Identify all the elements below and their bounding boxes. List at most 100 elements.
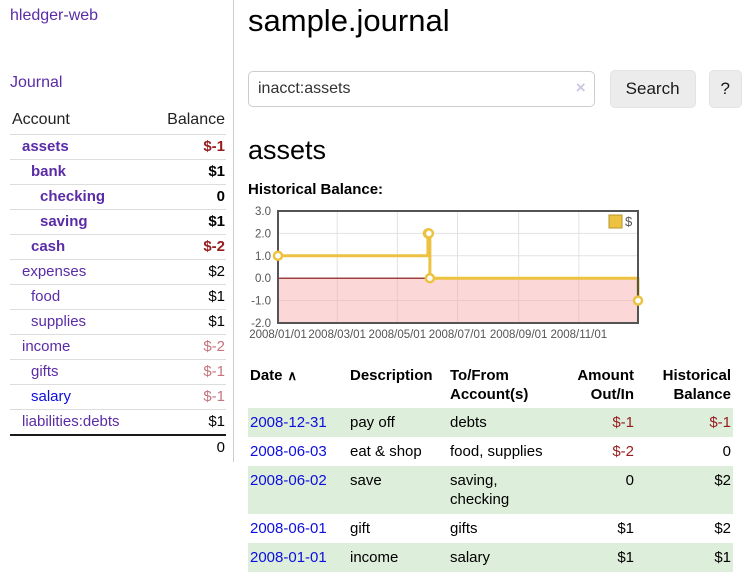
account-balance: $1 bbox=[148, 284, 226, 310]
transaction-amount: $1 bbox=[617, 520, 634, 537]
account-balance: $-2 bbox=[148, 334, 226, 360]
account-link[interactable]: food bbox=[31, 288, 61, 305]
account-row: income $-2 bbox=[10, 334, 226, 360]
accounts-header-balance: Balance bbox=[167, 111, 225, 128]
transaction-balance: 0 bbox=[722, 443, 731, 460]
transaction-date-link[interactable]: 2008-06-01 bbox=[250, 520, 327, 537]
search-input[interactable] bbox=[248, 71, 595, 107]
transaction-balance: $2 bbox=[714, 472, 731, 489]
transaction-row: 2008-01-01 income salary $1 $1 bbox=[248, 543, 733, 572]
transaction-description: eat & shop bbox=[350, 443, 422, 460]
clear-search-icon[interactable]: × bbox=[575, 78, 586, 97]
transaction-amount: $-1 bbox=[612, 414, 634, 431]
help-button[interactable]: ? bbox=[708, 70, 742, 108]
account-row: gifts $-1 bbox=[10, 359, 226, 385]
transaction-balance: $-1 bbox=[709, 414, 731, 431]
transaction-description: gift bbox=[350, 520, 371, 537]
accounts-header-account: Account bbox=[12, 111, 70, 128]
account-link[interactable]: checking bbox=[40, 188, 106, 205]
journal-link[interactable]: Journal bbox=[10, 74, 63, 91]
accounts-total-balance: 0 bbox=[148, 434, 226, 460]
account-link[interactable]: expenses bbox=[22, 263, 87, 280]
account-row: saving $1 bbox=[10, 209, 226, 235]
transaction-accounts: gifts bbox=[450, 520, 478, 537]
svg-text:-2.0: -2.0 bbox=[251, 318, 271, 330]
main-content: sample.journal × Search ? assets Histori… bbox=[248, 0, 742, 572]
account-balance: $1 bbox=[148, 209, 226, 235]
transaction-amount: 0 bbox=[625, 472, 634, 489]
transaction-date-link[interactable]: 2008-12-31 bbox=[250, 414, 327, 431]
txn-header-description: Description bbox=[350, 367, 433, 384]
account-row: supplies $1 bbox=[10, 309, 226, 335]
accounts-total-row: 0 bbox=[10, 434, 226, 460]
sort-ascending-icon: ∧ bbox=[287, 368, 298, 383]
app-title-link[interactable]: hledger-web bbox=[10, 7, 99, 24]
sidebar: hledger-web Journal Account Balance asse… bbox=[0, 0, 234, 462]
search-button[interactable]: Search bbox=[609, 70, 696, 108]
account-balance: $-2 bbox=[148, 234, 226, 260]
chart-title: Historical Balance: bbox=[248, 181, 384, 198]
search-form: × Search ? bbox=[248, 70, 742, 108]
account-link[interactable]: salary bbox=[31, 388, 72, 405]
transaction-row: 2008-06-02 save saving, checking 0 $2 bbox=[248, 466, 733, 514]
page-title: sample.journal bbox=[248, 3, 450, 38]
account-link[interactable]: liabilities:debts bbox=[22, 413, 120, 430]
accounts-table: Account Balance assets $-1 bank $1 checking 0… bbox=[10, 108, 226, 460]
transaction-accounts: salary bbox=[450, 549, 491, 566]
account-balance: $-1 bbox=[148, 384, 226, 410]
transaction-row: 2008-06-03 eat & shop food, supplies $-2 0 bbox=[248, 437, 733, 466]
svg-text:3.0: 3.0 bbox=[255, 206, 271, 218]
account-balance: $-1 bbox=[148, 359, 226, 385]
account-balance: $2 bbox=[148, 259, 226, 285]
transaction-date-link[interactable]: 2008-01-01 bbox=[250, 549, 327, 566]
transaction-date-link[interactable]: 2008-06-03 bbox=[250, 443, 327, 460]
account-balance: $1 bbox=[148, 309, 226, 335]
account-link[interactable]: income bbox=[22, 338, 71, 355]
account-row: cash $-2 bbox=[10, 234, 226, 260]
account-balance: $-1 bbox=[148, 134, 226, 160]
transaction-accounts: food, supplies bbox=[450, 443, 543, 460]
transaction-amount: $-2 bbox=[612, 443, 634, 460]
transaction-description: save bbox=[350, 472, 382, 489]
account-link[interactable]: assets bbox=[22, 138, 69, 155]
svg-text:0.0: 0.0 bbox=[255, 273, 271, 285]
transaction-date-link[interactable]: 2008-06-02 bbox=[250, 472, 327, 489]
transaction-description: pay off bbox=[350, 414, 395, 431]
account-balance: $1 bbox=[148, 159, 226, 185]
transaction-balance: $1 bbox=[714, 549, 731, 566]
legend-label: $ bbox=[625, 214, 633, 229]
account-link[interactable]: supplies bbox=[31, 313, 87, 330]
balance-chart: $3.0 2.0 1.0 0.0 -1.0 -2.0 2008/01/01 2008/03/0… bbox=[248, 206, 742, 341]
svg-text:2.0: 2.0 bbox=[255, 228, 271, 240]
transaction-balance: $2 bbox=[714, 520, 731, 537]
transaction-row: 2008-06-01 gift gifts $1 $2 bbox=[248, 514, 733, 543]
account-link[interactable]: cash bbox=[31, 238, 66, 255]
account-link[interactable]: gifts bbox=[31, 363, 59, 380]
txn-header-balance: Historical Balance bbox=[662, 367, 731, 403]
svg-text:2008/03/01: 2008/03/01 bbox=[308, 329, 366, 341]
account-link[interactable]: bank bbox=[31, 163, 67, 180]
transaction-description: income bbox=[350, 549, 399, 566]
transaction-accounts: debts bbox=[450, 414, 487, 431]
search-input-wrap: × bbox=[248, 71, 595, 107]
txn-header-accounts: To/From Account(s) bbox=[450, 367, 529, 403]
account-heading: assets bbox=[248, 135, 327, 165]
account-row: bank $1 bbox=[10, 159, 226, 185]
account-balance: $1 bbox=[148, 409, 226, 435]
legend-swatch-icon bbox=[608, 214, 623, 229]
account-row: checking 0 bbox=[10, 184, 226, 210]
account-row: expenses $2 bbox=[10, 259, 226, 285]
account-link[interactable]: saving bbox=[40, 213, 88, 230]
account-row: liabilities:debts $1 bbox=[10, 409, 226, 435]
account-balance: 0 bbox=[148, 184, 226, 210]
svg-text:2008/01/01: 2008/01/01 bbox=[249, 329, 307, 341]
transaction-amount: $1 bbox=[617, 549, 634, 566]
svg-text:-1.0: -1.0 bbox=[251, 296, 271, 308]
txn-header-amount: Amount Out/In bbox=[577, 367, 634, 403]
svg-text:2008/09/01: 2008/09/01 bbox=[490, 329, 548, 341]
transaction-row: 2008-12-31 pay off debts $-1 $-1 bbox=[248, 408, 733, 437]
transaction-accounts: saving, checking bbox=[450, 472, 510, 508]
svg-text:2008/07/01: 2008/07/01 bbox=[429, 329, 487, 341]
svg-text:2008/11/01: 2008/11/01 bbox=[550, 329, 607, 341]
